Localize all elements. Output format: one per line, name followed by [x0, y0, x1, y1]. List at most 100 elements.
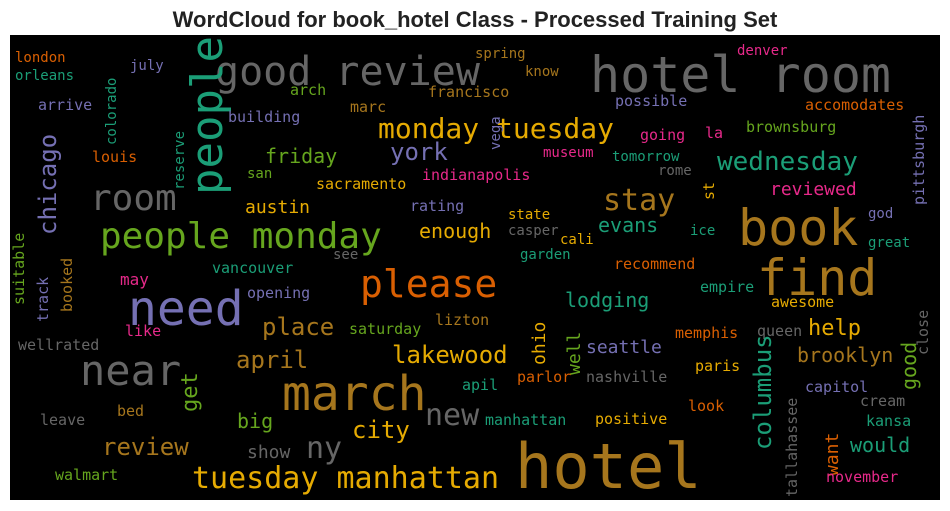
word: columbus [749, 334, 777, 450]
word: st [700, 182, 718, 200]
word: july [130, 58, 164, 74]
word: may [120, 270, 149, 289]
word: walmart [55, 466, 118, 484]
word: sacramento [316, 175, 406, 193]
word: pittsburgh [910, 115, 928, 205]
word: manhattan [485, 411, 566, 429]
word: april [236, 346, 308, 374]
word: place [262, 313, 334, 341]
word: march [282, 366, 427, 422]
word: cali [560, 232, 594, 248]
word: evans [598, 213, 658, 237]
word: know [525, 64, 559, 80]
word: tuesday manhattan [192, 461, 499, 496]
word: brownsburg [746, 118, 836, 136]
chart-title: WordCloud for book_hotel Class - Process… [173, 7, 778, 32]
word: wednesday [717, 147, 858, 177]
word: indianapolis [422, 166, 530, 184]
word: lizton [435, 311, 489, 329]
word: room [90, 178, 177, 219]
word: queen [757, 322, 802, 340]
word: please [360, 262, 497, 306]
word: god [868, 206, 893, 222]
word: orleans [15, 68, 74, 84]
word: lakewood [392, 341, 508, 369]
word: capitol [805, 378, 868, 396]
word: kansa [866, 412, 911, 430]
word: york [390, 138, 448, 166]
word: memphis [675, 324, 738, 342]
word: review [102, 433, 189, 461]
word: museum [543, 145, 594, 161]
word: ice [690, 223, 715, 239]
word: bed [117, 402, 144, 420]
word: reserve [172, 131, 188, 190]
word: see [333, 247, 358, 263]
word: look [688, 397, 724, 415]
word: chicago [34, 134, 62, 235]
word: recommend [614, 255, 695, 273]
word: seattle [586, 337, 662, 358]
word: leave [40, 411, 85, 429]
word: find [757, 249, 877, 307]
word: get [178, 372, 203, 412]
word: casper [508, 223, 559, 239]
word: great [868, 235, 910, 251]
word: francisco [428, 83, 509, 101]
word: reviewed [770, 179, 857, 200]
word: hotel [515, 430, 702, 503]
word: arrive [38, 96, 92, 114]
word: apil [462, 376, 498, 394]
word: big [237, 409, 273, 433]
word: hotel room [590, 46, 891, 104]
word: suitable [10, 233, 28, 305]
word: spring [475, 46, 526, 62]
word: book [738, 199, 858, 257]
word: help [808, 316, 861, 341]
word: wellrated [18, 336, 99, 354]
word: good [897, 342, 921, 390]
word: want [822, 433, 843, 476]
word: near [80, 346, 181, 395]
word: brooklyn [797, 343, 893, 367]
word: nashville [586, 368, 667, 386]
word: tomorrow [612, 149, 680, 165]
word: lodging [565, 288, 649, 312]
word: ny [306, 431, 342, 466]
word: colorado [104, 78, 120, 145]
word: arch [290, 81, 326, 99]
word: city [352, 416, 410, 444]
word: stay [603, 183, 675, 218]
word: san [247, 166, 272, 182]
word: booked [58, 258, 76, 312]
word: friday [265, 144, 337, 168]
word: like [125, 322, 161, 340]
word: empire [700, 278, 754, 296]
word: show [247, 442, 291, 463]
word: louis [92, 148, 137, 166]
word: ohio [529, 322, 550, 365]
word: parlor [517, 368, 571, 386]
word: london [15, 50, 66, 66]
word: austin [245, 197, 310, 218]
word: well [564, 332, 585, 375]
word: state [508, 207, 550, 223]
word: la [705, 124, 723, 142]
word: awesome [771, 293, 834, 311]
word: rating [410, 197, 464, 215]
word: saturday [349, 320, 421, 338]
word: garden [520, 247, 571, 263]
word: opening [247, 284, 310, 302]
word: marc [350, 98, 386, 116]
word: close [914, 310, 932, 355]
word: rome [658, 163, 692, 179]
word: people monday [100, 216, 382, 257]
word: enough [419, 219, 491, 243]
word: building [228, 108, 300, 126]
word: people [182, 36, 233, 195]
cloud-background [10, 35, 940, 500]
word: good review [215, 49, 481, 95]
word: need [128, 281, 244, 337]
word: new [425, 398, 480, 433]
